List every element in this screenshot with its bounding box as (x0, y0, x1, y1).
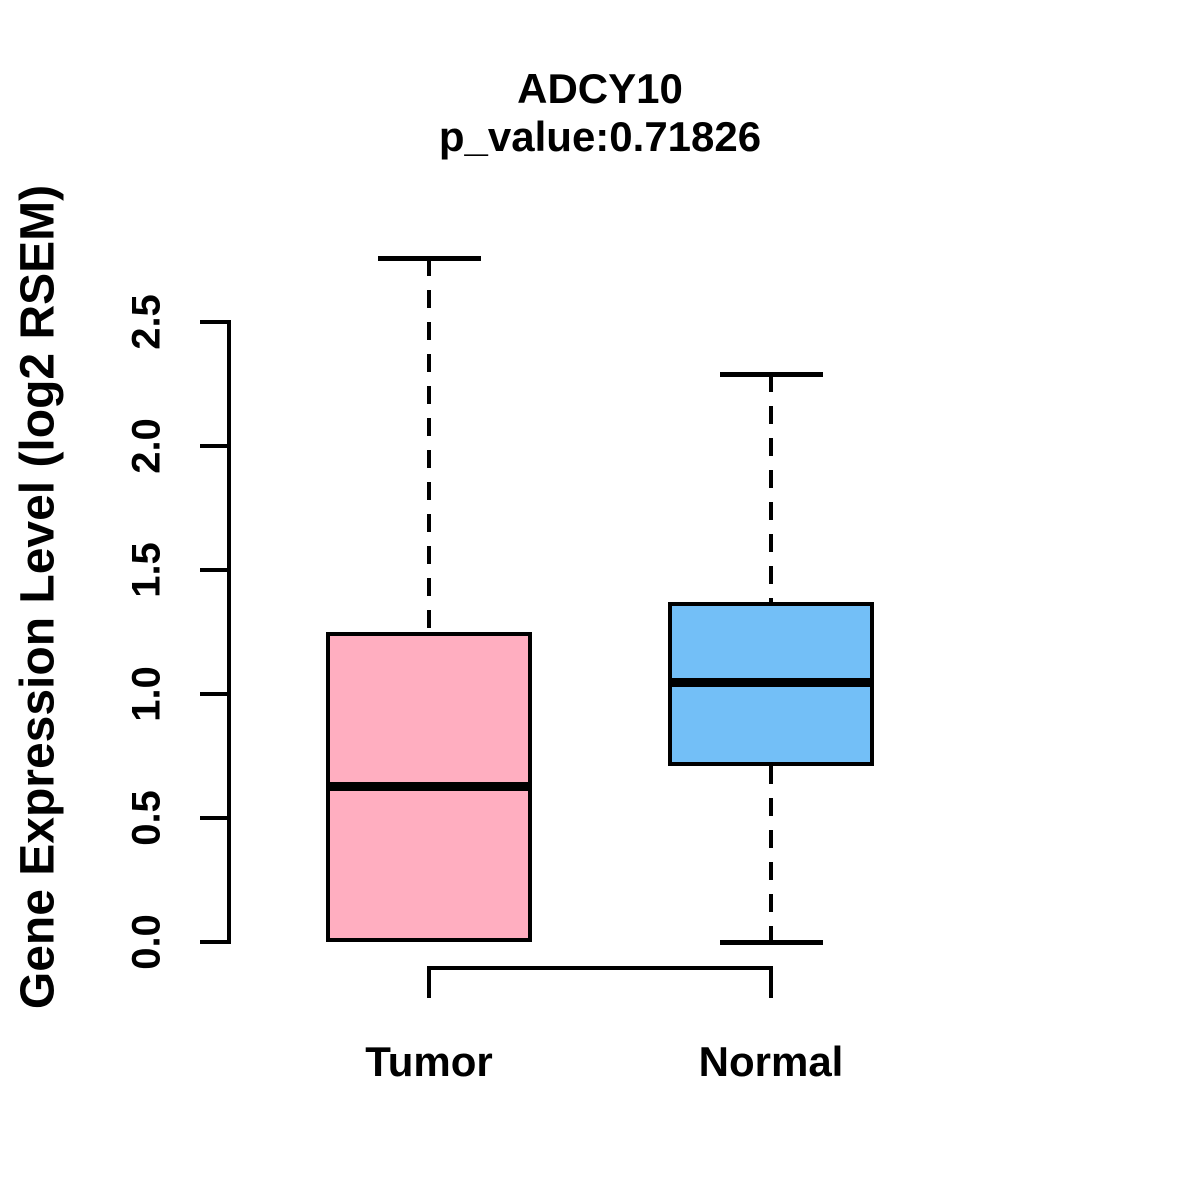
y-tick-label: 2.0 (124, 418, 169, 474)
whisker-line (769, 765, 773, 942)
y-axis-tick (200, 568, 227, 572)
whisker-line (427, 257, 431, 632)
whisker-cap (719, 940, 823, 945)
whisker-line (769, 374, 773, 603)
x-label-tumor: Tumor (365, 1038, 493, 1085)
chart-title: ADCY10 (517, 65, 683, 112)
median-line (668, 677, 874, 687)
whisker-cap (719, 372, 823, 378)
y-tick-label: 0.0 (124, 914, 169, 970)
y-axis-tick (200, 444, 227, 448)
y-tick-label: 2.5 (124, 294, 169, 350)
chart-subtitle: p_value:0.71826 (438, 113, 762, 160)
median-line (326, 781, 532, 791)
whisker-cap (377, 255, 481, 261)
y-axis-tick (200, 940, 227, 944)
y-tick-label: 0.5 (124, 790, 169, 846)
y-axis-tick (200, 320, 227, 324)
y-tick-label: 1.5 (124, 542, 169, 598)
x-axis-tick (769, 966, 773, 998)
x-label-normal: Normal (698, 1038, 844, 1085)
x-axis-line (429, 966, 771, 970)
y-axis-tick (200, 692, 227, 696)
y-axis-line (227, 320, 231, 944)
y-axis-tick (200, 816, 227, 820)
y-tick-label: 1.0 (124, 666, 169, 722)
y-axis-title: Gene Expression Level (log2 RSEM) (11, 184, 65, 1010)
x-axis-tick (427, 966, 431, 998)
